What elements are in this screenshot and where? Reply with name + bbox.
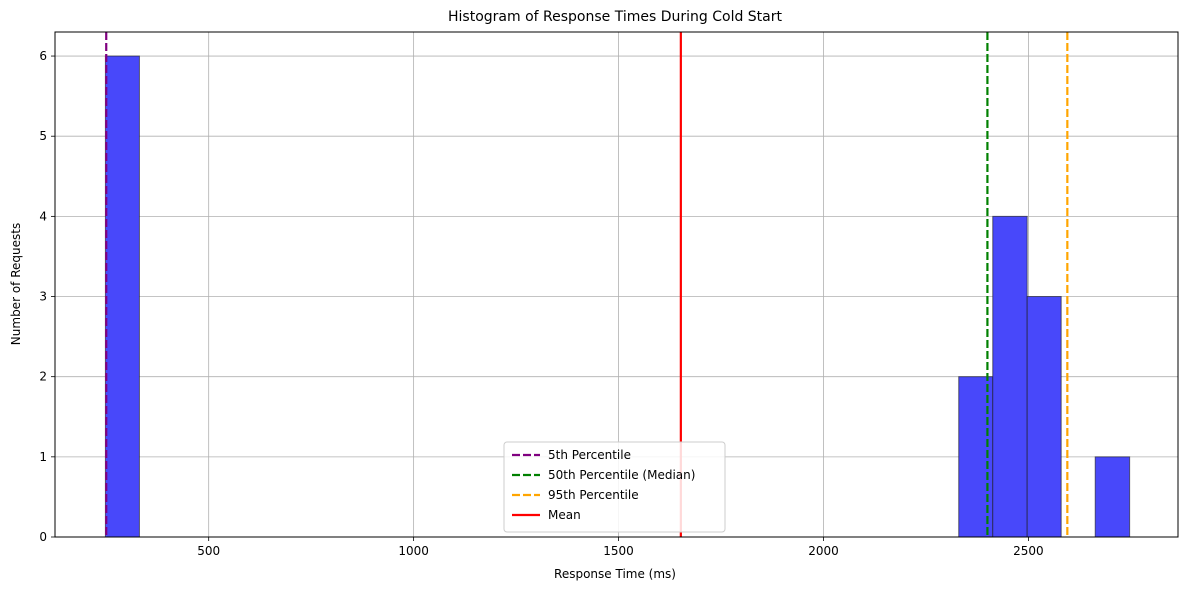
chart-title: Histogram of Response Times During Cold … <box>448 9 783 25</box>
legend-label: 50th Percentile (Median) <box>548 468 695 482</box>
x-tick-label: 500 <box>197 544 220 558</box>
x-axis-ticks: 500 1000 1500 2000 2500 <box>197 537 1044 558</box>
y-tick-label: 3 <box>39 290 47 304</box>
legend-label: 95th Percentile <box>548 488 639 502</box>
histogram-bar <box>1094 456 1131 538</box>
histogram-bars <box>104 55 1131 538</box>
y-tick-label: 2 <box>39 370 47 384</box>
x-tick-label: 2000 <box>808 544 839 558</box>
y-axis-label: Number of Requests <box>9 223 23 345</box>
y-tick-label: 4 <box>39 209 47 223</box>
legend: 5th Percentile 50th Percentile (Median) 95… <box>503 441 726 533</box>
legend-label: 5th Percentile <box>548 448 631 462</box>
x-tick-label: 1000 <box>398 544 429 558</box>
y-axis-ticks: 0 1 2 3 4 5 6 <box>39 49 55 544</box>
plot-frame <box>54 31 1179 538</box>
y-tick-label: 0 <box>39 530 47 544</box>
y-tick-label: 1 <box>39 450 47 464</box>
histogram-bar <box>1026 296 1062 538</box>
legend-label: Mean <box>548 508 581 522</box>
x-tick-label: 1500 <box>603 544 634 558</box>
legend-box <box>503 441 726 533</box>
x-axis-label: Response Time (ms) <box>554 567 676 581</box>
histogram-bar <box>104 55 140 538</box>
y-tick-label: 6 <box>39 49 47 63</box>
x-tick-label: 2500 <box>1013 544 1044 558</box>
y-tick-label: 5 <box>39 129 47 143</box>
histogram-bar <box>992 215 1028 538</box>
